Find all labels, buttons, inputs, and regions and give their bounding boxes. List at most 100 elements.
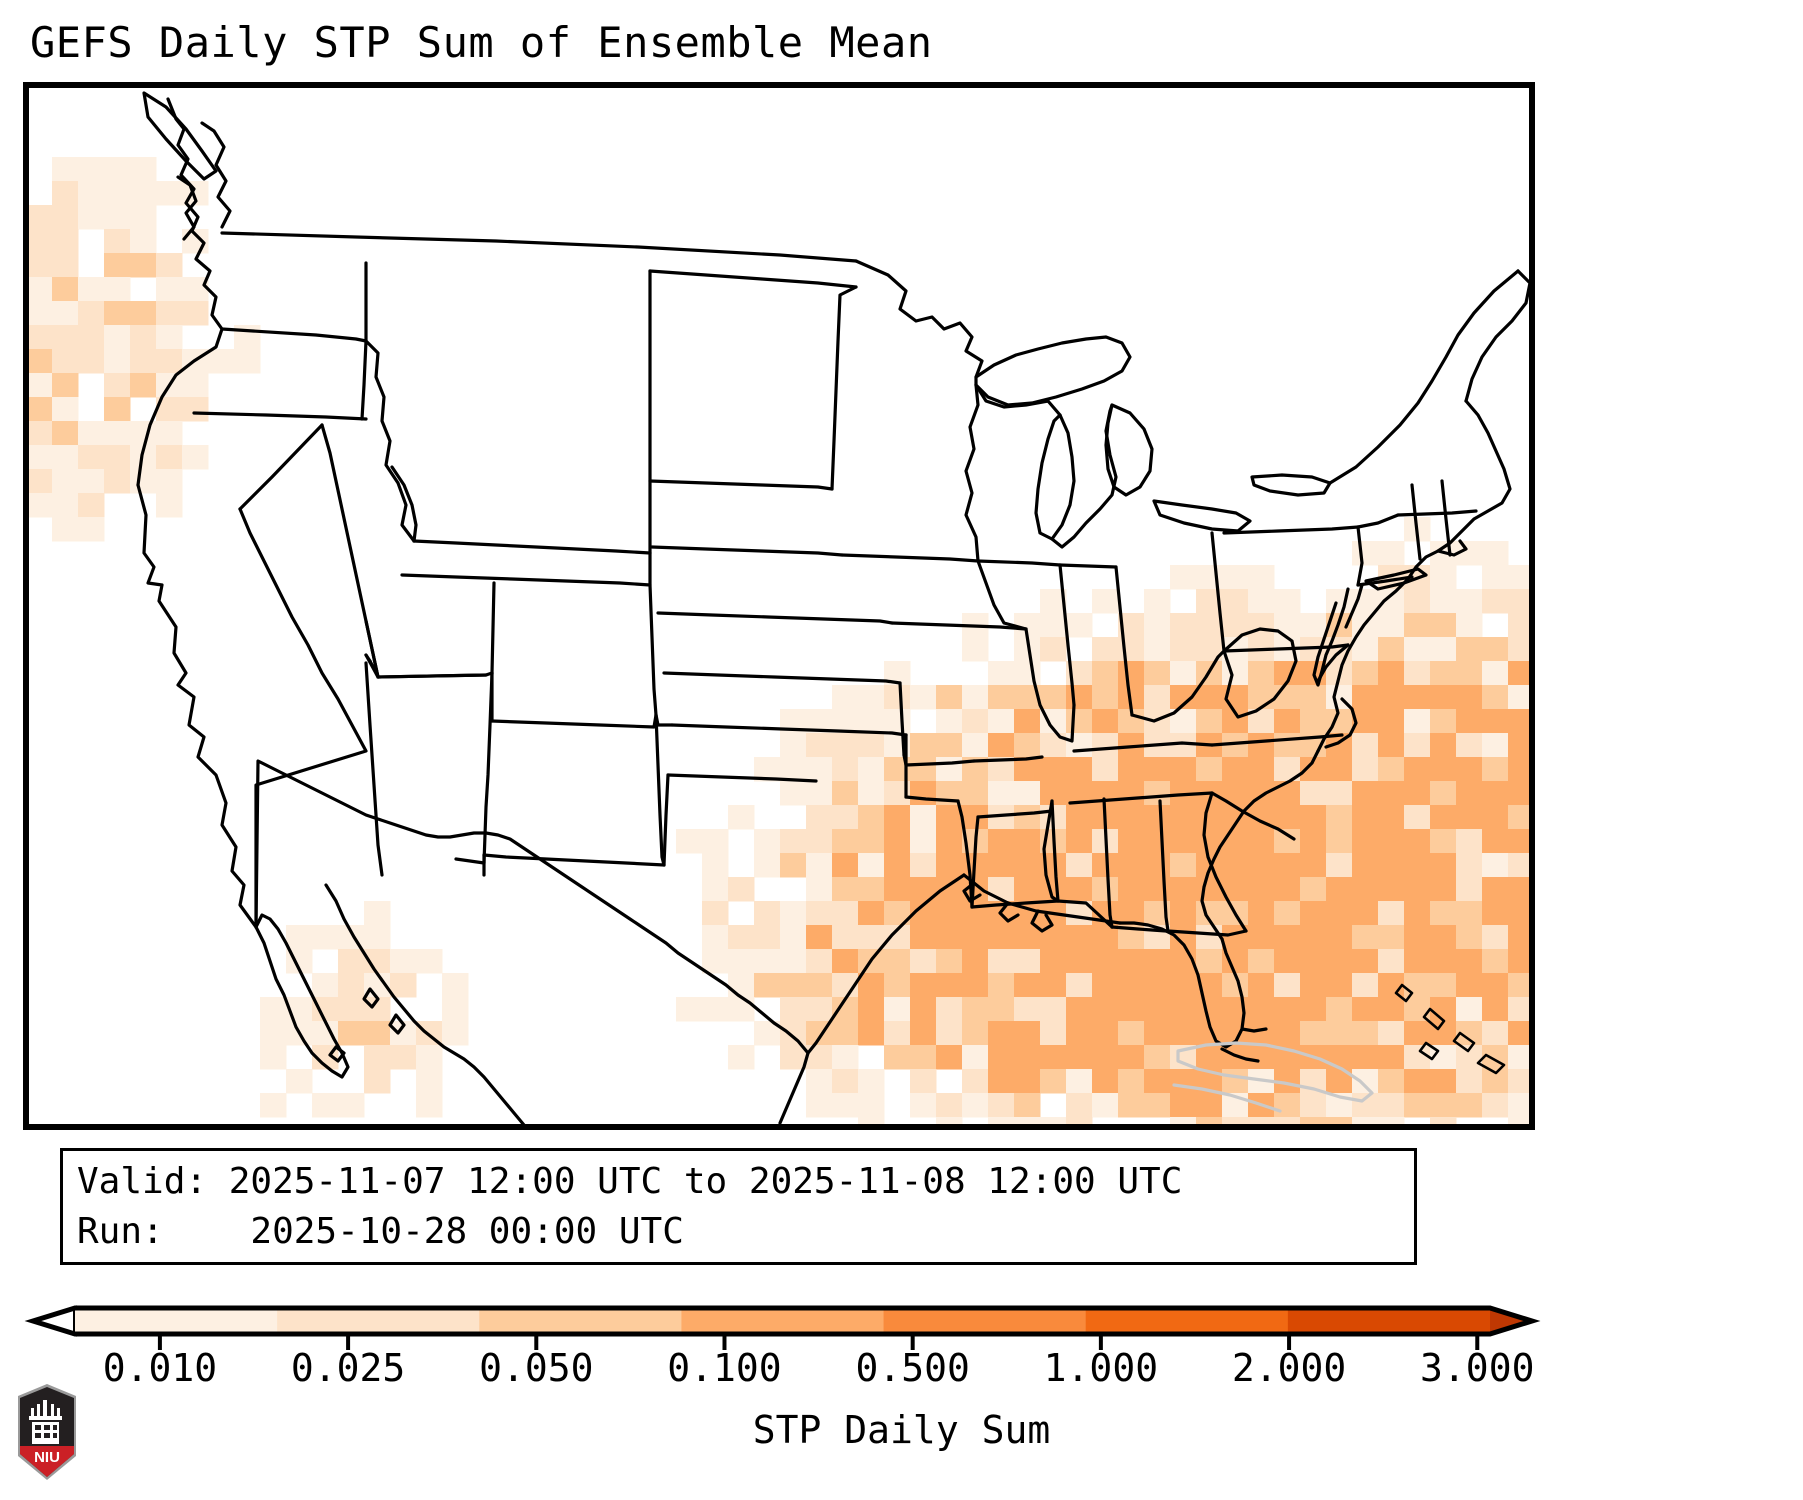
stp-grid-cell — [988, 781, 1015, 806]
stp-grid-cell — [962, 1069, 989, 1094]
stp-grid-cell — [1118, 949, 1145, 974]
stp-grid-cell — [936, 1045, 963, 1070]
stp-grid-cell — [1066, 685, 1093, 710]
colorbar-bands — [24, 1305, 1541, 1337]
stp-grid-cell — [1014, 1117, 1041, 1127]
stp-grid-cell — [1404, 613, 1431, 638]
stp-grid-cell — [962, 709, 989, 734]
stp-grid-cell — [1482, 973, 1509, 998]
stp-grid-cell — [1352, 685, 1379, 710]
stp-grid-cell — [182, 445, 209, 470]
stp-grid-cell — [1482, 733, 1509, 758]
stp-grid-cell — [156, 253, 183, 278]
stp-grid-cell — [1014, 757, 1041, 782]
stp-grid-cell — [1092, 877, 1119, 902]
stp-grid-cell — [1456, 661, 1483, 686]
stp-grid-cell — [962, 733, 989, 758]
stp-grid-cell — [26, 373, 53, 398]
stp-grid-cell — [1222, 589, 1249, 614]
stp-grid-cell — [1456, 709, 1483, 734]
stp-grid-cell — [1118, 973, 1145, 998]
stp-grid-cell — [936, 685, 963, 710]
stp-grid-cell — [364, 1045, 391, 1070]
stp-grid-cell — [1300, 1021, 1327, 1046]
stp-grid-cell — [780, 1045, 807, 1070]
stp-grid-cell — [1352, 733, 1379, 758]
stp-grid-cell — [1222, 1117, 1249, 1127]
stp-grid-cell — [1040, 997, 1067, 1022]
stp-grid-cell — [832, 757, 859, 782]
stp-grid-cell — [1066, 925, 1093, 950]
stp-grid-cell — [832, 949, 859, 974]
stp-grid-cell — [52, 205, 79, 230]
stp-grid-cell — [1378, 637, 1405, 662]
stp-shaded-grid — [26, 157, 1532, 1127]
stp-grid-cell — [416, 1069, 443, 1094]
stp-grid-cell — [1066, 877, 1093, 902]
stp-grid-cell — [1040, 1021, 1067, 1046]
stp-grid-cell — [1066, 973, 1093, 998]
stp-grid-cell — [26, 469, 53, 494]
stp-grid-cell — [1352, 853, 1379, 878]
stp-grid-cell — [754, 901, 781, 926]
stp-grid-cell — [1326, 757, 1353, 782]
stp-grid-cell — [338, 1093, 365, 1118]
stp-grid-cell — [1248, 1045, 1275, 1070]
stp-grid-cell — [1482, 685, 1509, 710]
stp-grid-cell — [1430, 949, 1457, 974]
stp-grid-cell — [104, 181, 131, 206]
stp-grid-cell — [832, 805, 859, 830]
stp-grid-cell — [156, 181, 183, 206]
stp-grid-cell — [338, 973, 365, 998]
stp-grid-cell — [52, 301, 79, 326]
stp-grid-cell — [1274, 853, 1301, 878]
stp-grid-cell — [1508, 829, 1532, 854]
stp-grid-cell — [1066, 1045, 1093, 1070]
stp-grid-cell — [962, 949, 989, 974]
stp-grid-cell — [962, 925, 989, 950]
stp-grid-cell — [1014, 973, 1041, 998]
stp-grid-cell — [910, 1093, 937, 1118]
stp-grid-cell — [1274, 829, 1301, 854]
stp-grid-cell — [1326, 1045, 1353, 1070]
stp-grid-cell — [156, 445, 183, 470]
stp-grid-cell — [130, 253, 157, 278]
stp-grid-cell — [728, 1045, 755, 1070]
stp-grid-cell — [1092, 637, 1119, 662]
stp-grid-cell — [702, 925, 729, 950]
stp-grid-cell — [806, 733, 833, 758]
stp-grid-cell — [1352, 1021, 1379, 1046]
stp-grid-cell — [1430, 805, 1457, 830]
stp-grid-cell — [1248, 877, 1275, 902]
stp-grid-cell — [1274, 997, 1301, 1022]
stp-grid-cell — [1482, 589, 1509, 614]
stp-grid-cell — [1378, 685, 1405, 710]
stp-grid-cell — [936, 709, 963, 734]
colorbar-band — [75, 1308, 278, 1334]
stp-grid-cell — [1144, 997, 1171, 1022]
stp-grid-cell — [26, 397, 53, 422]
stp-grid-cell — [1040, 1069, 1067, 1094]
stp-grid-cell — [1352, 781, 1379, 806]
stp-grid-cell — [1274, 613, 1301, 638]
stp-grid-cell — [1508, 877, 1532, 902]
stp-grid-cell — [1196, 685, 1223, 710]
stp-grid-cell — [858, 877, 885, 902]
stp-grid-cell — [1274, 805, 1301, 830]
stp-grid-cell — [1482, 757, 1509, 782]
stp-grid-cell — [858, 829, 885, 854]
stp-grid-cell — [1508, 781, 1532, 806]
niu-logo-text: NIU — [34, 1449, 60, 1466]
stp-grid-cell — [754, 973, 781, 998]
stp-grid-cell — [1326, 805, 1353, 830]
stp-grid-cell — [1196, 709, 1223, 734]
stp-grid-cell — [104, 325, 131, 350]
stp-grid-cell — [1092, 709, 1119, 734]
stp-grid-cell — [260, 1021, 287, 1046]
stp-grid-cell — [884, 1021, 911, 1046]
stp-grid-cell — [1508, 613, 1532, 638]
stp-grid-cell — [1066, 853, 1093, 878]
stp-grid-cell — [1456, 805, 1483, 830]
stp-grid-cell — [1352, 877, 1379, 902]
stp-grid-cell — [884, 709, 911, 734]
